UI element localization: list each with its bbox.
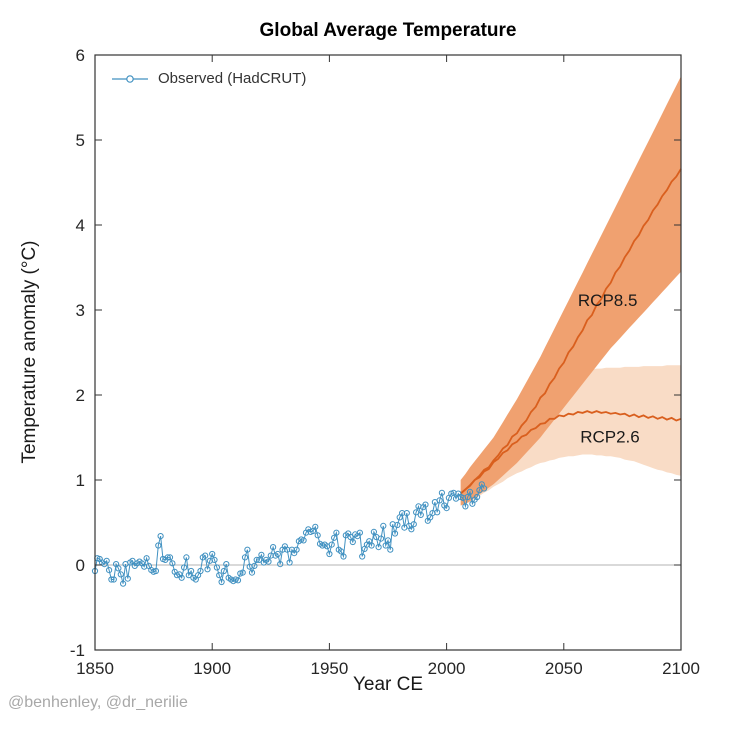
y-tick-label: 3 (76, 301, 85, 320)
plot-frame (94, 54, 682, 651)
x-tick-label: 2000 (428, 659, 466, 678)
x-tick-label: 1900 (193, 659, 231, 678)
x-tick-label: 1850 (76, 659, 114, 678)
y-tick-label: 5 (76, 131, 85, 150)
y-tick-label: 6 (76, 46, 85, 65)
x-tick-label: 1950 (310, 659, 348, 678)
RCP8.5-band (460, 76, 681, 506)
annotation-RCP2.6: RCP2.6 (580, 428, 640, 447)
y-tick-label: 2 (76, 386, 85, 405)
y-tick-label: 1 (76, 471, 85, 490)
annotation-RCP8.5: RCP8.5 (578, 291, 638, 310)
y-tick-label: 0 (76, 556, 85, 575)
RCP2.6-line (460, 410, 682, 495)
chart-title: Global Average Temperature (259, 20, 517, 41)
watermark-credit: @benhenley, @dr_nerilie (8, 694, 188, 711)
x-tick-label: 2050 (545, 659, 583, 678)
RCP8.5-line (460, 168, 682, 495)
y-axis-label: Temperature anomaly (°C) (19, 240, 40, 464)
x-tick-label: 2100 (662, 659, 700, 678)
legend: Observed (HadCRUT) (110, 70, 306, 87)
observed-legend-marker-icon (112, 74, 148, 83)
x-axis-label: Year CE (352, 674, 424, 695)
RCP2.6-band (460, 365, 681, 506)
observed-markers (91, 481, 488, 587)
legend-label: Observed (HadCRUT) (158, 70, 307, 87)
y-tick-label: -1 (70, 641, 85, 660)
y-tick-label: 4 (76, 216, 85, 235)
